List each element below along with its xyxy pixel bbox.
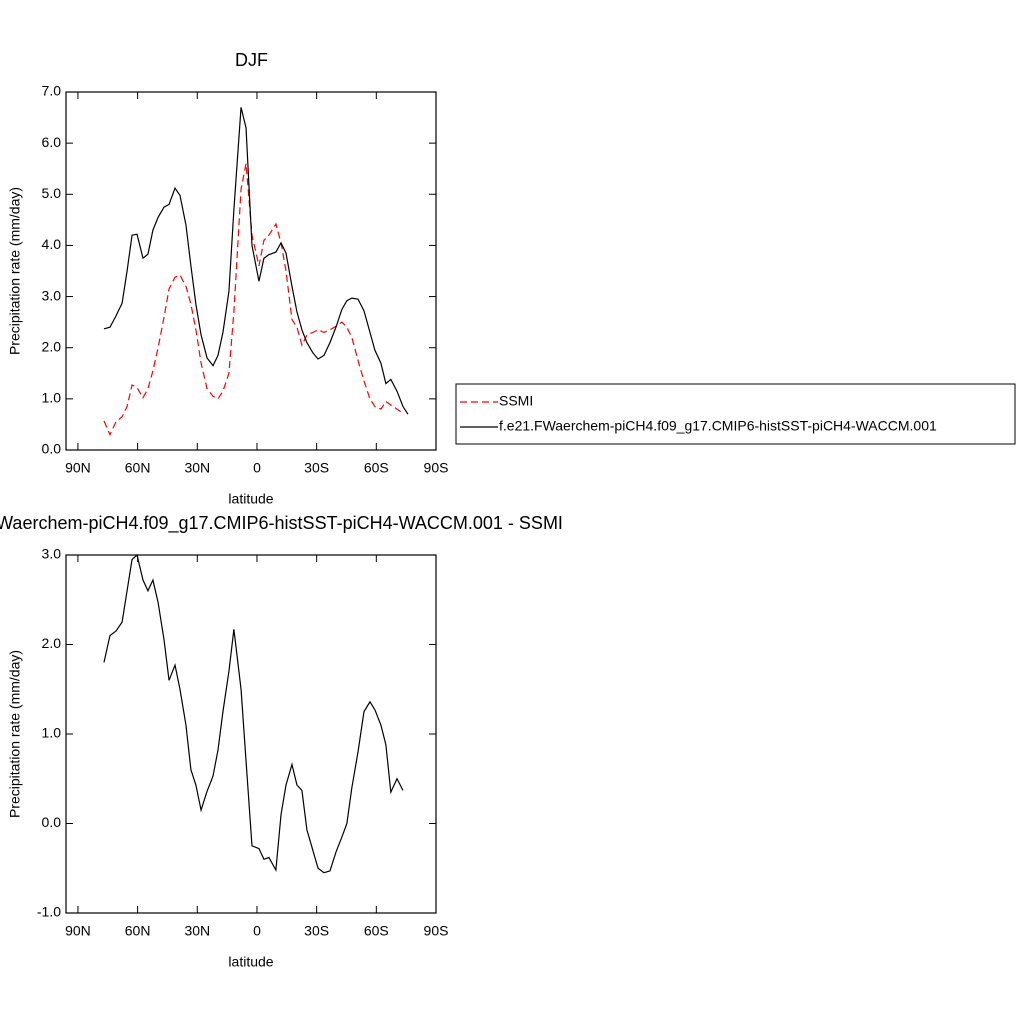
- x-tick-label: 90S: [424, 923, 449, 939]
- x-tick-label: 30S: [304, 460, 329, 476]
- plot-frame: [65, 91, 437, 451]
- y-tick-label: 0.0: [42, 814, 62, 830]
- y-tick-label: 5.0: [42, 185, 62, 201]
- x-tick-label: 0: [253, 923, 261, 939]
- x-tick-label: 60N: [125, 923, 151, 939]
- chart-title: f.e21.FWaerchem-piCH4.f09_g17.CMIP6-hist…: [0, 513, 563, 534]
- x-tick-label: 60N: [125, 460, 151, 476]
- y-tick-label: 2.0: [42, 338, 62, 354]
- y-tick-label: 0.0: [42, 441, 62, 457]
- x-tick-label: 0: [253, 460, 261, 476]
- y-tick-label: 4.0: [42, 236, 62, 252]
- x-tick-label: 30N: [184, 460, 210, 476]
- legend-box: [455, 383, 1016, 445]
- y-tick-label: 3.0: [42, 287, 62, 303]
- legend-label: SSMI: [499, 393, 533, 409]
- x-axis-title: latitude: [228, 491, 273, 507]
- x-tick-label: 60S: [364, 460, 389, 476]
- y-tick-label: 3.0: [42, 546, 62, 562]
- y-tick-label: 7.0: [42, 83, 62, 99]
- chart-title: DJF: [235, 50, 268, 70]
- x-tick-label: 90N: [65, 923, 91, 939]
- plot-frame: [65, 554, 437, 914]
- legend-label: f.e21.FWaerchem-piCH4.f09_g17.CMIP6-hist…: [499, 418, 937, 434]
- x-tick-label: 30N: [184, 923, 210, 939]
- y-tick-label: -1.0: [37, 904, 61, 920]
- y-axis-title: Precipitation rate (mm/day): [7, 650, 23, 818]
- series-line: [103, 107, 409, 415]
- x-tick-label: 60S: [364, 923, 389, 939]
- x-axis-title: latitude: [228, 954, 273, 970]
- x-tick-label: 30S: [304, 923, 329, 939]
- y-tick-label: 1.0: [42, 725, 62, 741]
- y-tick-label: 1.0: [42, 390, 62, 406]
- y-axis-title: Precipitation rate (mm/day): [7, 187, 23, 355]
- y-tick-label: 6.0: [42, 134, 62, 150]
- x-tick-label: 90S: [424, 460, 449, 476]
- y-tick-label: 2.0: [42, 635, 62, 651]
- series-line: [103, 553, 404, 874]
- x-tick-label: 90N: [65, 460, 91, 476]
